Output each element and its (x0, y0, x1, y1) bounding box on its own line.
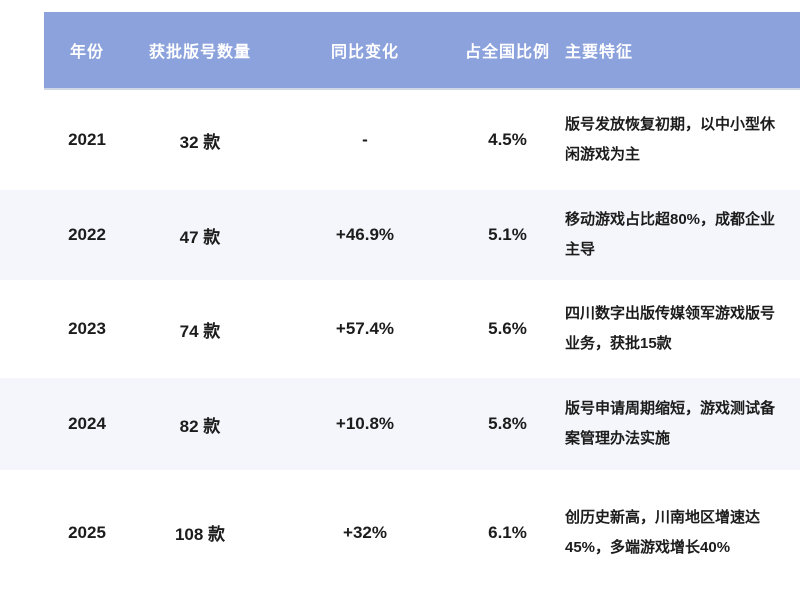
table-row-2022: 2022 47 款 +46.9% 5.1% 移动游戏占比超80%，成都企业主导 (0, 190, 800, 280)
yoy-cell: +32% (343, 522, 387, 542)
year-cell: 2024 (68, 414, 106, 433)
features-cell: 版号申请周期缩短，游戏测试备案管理办法实施 (565, 400, 776, 447)
table-row-2024: 2024 82 款 +10.8% 5.8% 版号申请周期缩短，游戏测试备案管理办… (0, 378, 800, 470)
year-cell: 2021 (68, 130, 106, 149)
table-body: 2021 32 款 - 4.5% 版号发放恢复初期，以中小型休闲游戏为主 202… (0, 90, 800, 595)
count-cell: 47 款 (179, 227, 221, 247)
table-row-2021: 2021 32 款 - 4.5% 版号发放恢复初期，以中小型休闲游戏为主 (0, 90, 800, 190)
year-cell: 2022 (68, 225, 106, 244)
features-cell: 版号发放恢复初期，以中小型休闲游戏为主 (565, 116, 776, 163)
table-header-row: 年份 获批版号数量 同比变化 占全国比例 主要特征 (44, 12, 800, 90)
header-cell-count: 获批版号数量 (148, 44, 251, 61)
count-cell: 108 款 (174, 525, 226, 544)
count-cell: 32 款 (179, 132, 221, 152)
features-cell: 创历史新高，川南地区增速达45%，多端游戏增长40% (565, 508, 761, 556)
yoy-cell: +46.9% (335, 225, 395, 244)
year-cell: 2025 (68, 522, 106, 542)
yoy-cell: +57.4% (335, 319, 395, 338)
features-cell: 四川数字出版传媒领军游戏版号业务，获批15款 (565, 305, 776, 352)
header-cell-yoy: 同比变化 (330, 44, 399, 61)
table-row-2025: 2025 108 款 +32% 6.1% 创历史新高，川南地区增速达45%，多端… (0, 470, 800, 595)
approval-table-page: 年份 获批版号数量 同比变化 占全国比例 主要特征 2021 32 款 - 4.… (0, 12, 800, 600)
share-cell: 5.6% (488, 319, 527, 338)
count-cell: 74 款 (179, 321, 221, 341)
share-cell: 5.1% (488, 225, 527, 244)
yoy-cell: +10.8% (335, 414, 395, 433)
count-cell: 82 款 (179, 416, 221, 436)
header-cell-features: 主要特征 (565, 44, 634, 61)
share-cell: 4.5% (488, 130, 527, 149)
share-cell: 6.1% (488, 522, 527, 542)
year-cell: 2023 (68, 319, 106, 338)
table-row-2023: 2023 74 款 +57.4% 5.6% 四川数字出版传媒领军游戏版号业务，获… (0, 280, 800, 378)
header-cell-year: 年份 (69, 44, 104, 61)
share-cell: 5.8% (488, 414, 527, 433)
yoy-cell: - (362, 130, 368, 149)
header-cell-share: 占全国比例 (464, 44, 550, 61)
features-cell: 移动游戏占比超80%，成都企业主导 (565, 211, 776, 258)
